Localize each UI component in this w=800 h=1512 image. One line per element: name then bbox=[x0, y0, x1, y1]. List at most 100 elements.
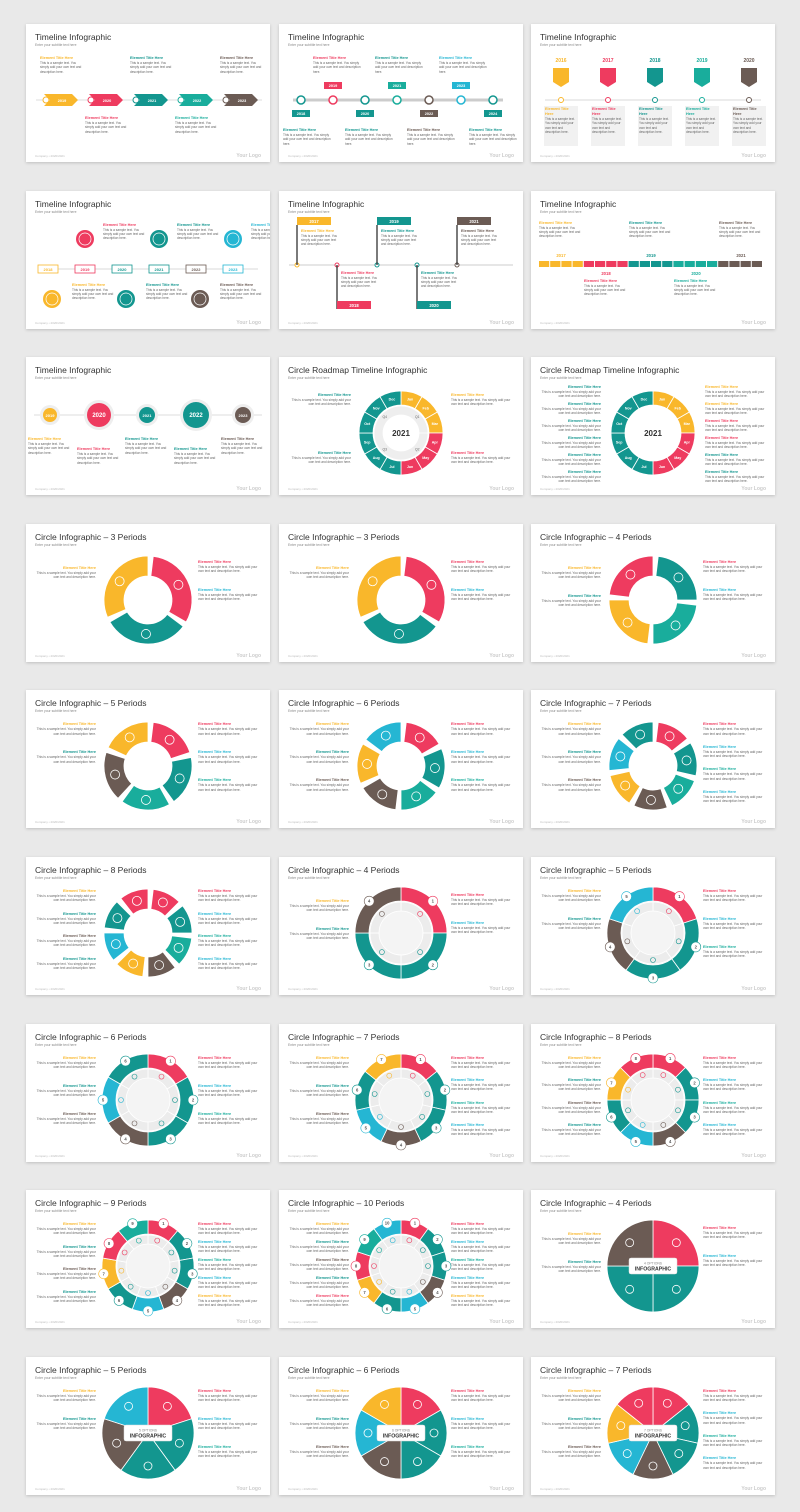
slide-title: Circle Roadmap Timeline Infographic bbox=[540, 365, 680, 376]
number-label: 1 bbox=[169, 1058, 172, 1063]
element-description: This is a sample text. You simply add yo… bbox=[36, 570, 96, 580]
slide-thumbnail[interactable]: Circle Infographic – 6 Periods Enter your… bbox=[279, 690, 523, 829]
slide-thumbnail[interactable]: 2018 2019 2020 2021 2022 2023 Timeline Infogra… bbox=[26, 190, 270, 329]
slide-footer: Company • 2020/2021 bbox=[288, 1153, 318, 1158]
globe-icon bbox=[158, 1120, 165, 1126]
cart-icon bbox=[625, 1238, 635, 1248]
element-description: This is a sample text. You simply add yo… bbox=[36, 939, 96, 948]
slide-subtitle: Enter your subtitle text here bbox=[35, 1375, 77, 1380]
slide-title: Circle Infographic – 7 Periods bbox=[288, 1031, 400, 1042]
number-badge bbox=[427, 959, 439, 971]
number-badge bbox=[171, 1295, 183, 1306]
user-icon bbox=[414, 733, 425, 743]
year-dot bbox=[456, 95, 466, 105]
element-title: Element Title Here bbox=[567, 889, 601, 893]
slide-title: Timeline Infographic bbox=[35, 365, 112, 376]
slide-artwork bbox=[103, 721, 193, 811]
quarter-cell bbox=[628, 260, 639, 267]
slide-thumbnail[interactable]: 2018 2019 2020 2021 2022 2023 2024 Timeline Inf… bbox=[279, 24, 523, 162]
slide-logo: Your Logo bbox=[741, 486, 766, 493]
globe-icon bbox=[114, 576, 125, 586]
pin-icon bbox=[625, 1107, 631, 1113]
element-title: Element Title Here bbox=[198, 1294, 232, 1299]
element-title: Element Title Here bbox=[539, 220, 573, 225]
arc-segment bbox=[109, 611, 184, 645]
slide-thumbnail[interactable]: Circle Infographic – 7 Periods Enter your… bbox=[531, 690, 775, 829]
slide-thumbnail[interactable]: 4 OPTIONS INFOGRAPHIC Circle Infographic –… bbox=[531, 1190, 775, 1329]
slide-footer: Company • 2020/2021 bbox=[540, 1153, 570, 1158]
slide-thumbnail[interactable]: Jan Feb Mar Apr May Jun Jul Aug Sep Oct Nov Dec Q1 Q2… bbox=[279, 357, 523, 496]
number-label: 7 bbox=[610, 1080, 613, 1085]
slide-thumbnail[interactable]: 1 2 3 4 5 Circle Infographic – 5 Periods Enter… bbox=[531, 857, 775, 995]
element-title: Element Title Here bbox=[198, 1111, 232, 1116]
slide-thumbnail[interactable]: 1 2 3 4 5 6 7 8 9 10 Circle Infographic – 10 Perio… bbox=[279, 1190, 523, 1329]
slide-thumbnail[interactable]: Circle Infographic – 8 Periods Enter your… bbox=[26, 857, 270, 995]
slide-thumbnail[interactable]: 2019 2020 2021 2022 2023 Timeline Infographic… bbox=[26, 357, 270, 496]
slide-thumbnail[interactable]: 5 OPTIONS INFOGRAPHIC Circle Infographic –… bbox=[26, 1356, 270, 1495]
slide-thumbnail[interactable]: 1 2 3 4 5 6 Circle Infographic – 6 Periods Ente… bbox=[26, 1023, 270, 1162]
slide-logo: Your Logo bbox=[236, 486, 261, 493]
year-tag bbox=[324, 82, 342, 89]
tag-icon bbox=[371, 1263, 377, 1269]
number-badge bbox=[181, 1238, 193, 1249]
slide-thumbnail[interactable]: Jan Feb Mar Apr May Jun Jul Aug Sep Oct Nov Dec 2021… bbox=[531, 357, 775, 496]
slide-thumbnail[interactable]: Circle Infographic – 3 Periods Enter your… bbox=[279, 523, 523, 662]
slide-title: Circle Infographic – 7 Periods bbox=[540, 1364, 652, 1375]
pie-segment bbox=[606, 1265, 654, 1313]
slide-thumbnail[interactable]: 2017 2018 2019 2020 2021 Timeline Infographic… bbox=[531, 190, 775, 329]
year-label: 2018 bbox=[349, 303, 359, 308]
slide-thumbnail[interactable]: 6 OPTIONS INFOGRAPHIC Circle Infographic –… bbox=[279, 1356, 523, 1495]
element-title: Element Title Here bbox=[567, 1123, 601, 1128]
element-description: This is a sample text. You simply add yo… bbox=[198, 1060, 258, 1069]
element-description: This is a sample text. You simply add yo… bbox=[289, 755, 349, 764]
year-label: 2019 bbox=[46, 413, 56, 418]
slide-thumbnail[interactable]: 2019 2020 2021 2022 2023 Timeline Infographic… bbox=[26, 24, 270, 162]
slide-artwork bbox=[356, 555, 446, 645]
element-description: This is a sample text. You simply add yo… bbox=[198, 894, 258, 903]
number-label: 3 bbox=[693, 1114, 696, 1119]
number-badge bbox=[165, 1133, 176, 1144]
element-description: This is a sample text. You simply add yo… bbox=[36, 1249, 96, 1258]
slide-logo: Your Logo bbox=[489, 986, 514, 992]
slide-thumbnail[interactable]: 1 2 3 4 5 6 7 Circle Infographic – 7 Periods Ent… bbox=[279, 1023, 523, 1162]
year-label: 2019 bbox=[81, 267, 91, 272]
year-tag bbox=[292, 110, 310, 117]
number-badge bbox=[415, 1053, 426, 1065]
element-description: This is a sample text. You simply add yo… bbox=[175, 121, 217, 134]
slide-thumbnail[interactable]: 7 OPTIONS INFOGRAPHIC Circle Infographic –… bbox=[531, 1356, 775, 1495]
element-description: This is a sample text. You simply add yo… bbox=[36, 894, 96, 903]
slide-thumbnail[interactable]: 2017 2018 2019 2020 2021 Timeline Infographic… bbox=[279, 190, 523, 329]
slide-thumbnail[interactable]: 1 2 3 4 Circle Infographic – 4 Periods Enter … bbox=[279, 857, 523, 995]
number-label: 5 bbox=[365, 1125, 368, 1130]
element-title: Element Title Here bbox=[62, 722, 96, 727]
number-badge bbox=[630, 1135, 642, 1147]
slide-thumbnail[interactable]: 2016 2017 2018 2019 2020 Timeline Infographic… bbox=[531, 24, 775, 162]
element-description: This is a sample text. You simply add yo… bbox=[251, 227, 270, 241]
slide-subtitle: Enter your subtitle text here bbox=[540, 1042, 582, 1047]
element-description: This is a sample text. You simply add yo… bbox=[341, 275, 378, 289]
element-description: This is a sample text. You simply add yo… bbox=[703, 1060, 763, 1069]
element-title: Element Title Here bbox=[451, 451, 485, 456]
slide-thumbnail[interactable]: 1 2 3 4 5 6 7 8 Circle Infographic – 8 Periods En… bbox=[531, 1023, 775, 1162]
slide-thumbnail[interactable]: Circle Infographic – 5 Periods Enter your… bbox=[26, 690, 270, 829]
slide-artwork: 1 2 3 4 5 bbox=[604, 886, 702, 984]
number-label: 1 bbox=[414, 1221, 417, 1226]
slide-thumbnail[interactable]: Circle Infographic – 4 Periods Enter your… bbox=[531, 523, 775, 662]
element-description: This is a sample text. You simply add yo… bbox=[541, 1265, 601, 1274]
element-title: Element Title Here bbox=[451, 722, 485, 727]
year-label: 2020 bbox=[691, 271, 701, 276]
slide-thumbnail[interactable]: Circle Infographic – 3 Periods Enter your… bbox=[26, 523, 270, 662]
slide-thumbnail[interactable]: 1 2 3 4 5 6 7 8 9 Circle Infographic – 9 Periods E… bbox=[26, 1190, 270, 1329]
